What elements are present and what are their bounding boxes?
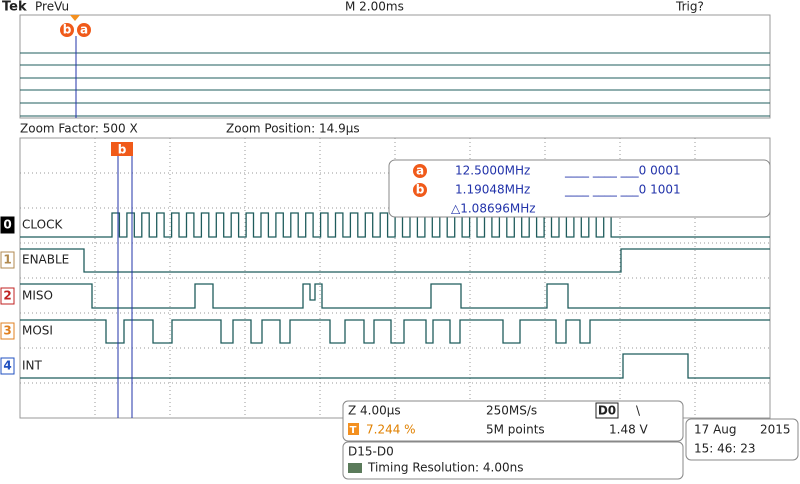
trigger-icon: T [350,425,357,436]
trigger-level: 1.48 V [609,423,649,437]
bus-icon [348,463,362,473]
channel-number: 4 [3,359,11,373]
channel-badge [0,357,15,375]
timing-resolution: Timing Resolution: 4.00ns [367,461,524,475]
mode: PreVu [35,0,69,14]
readout-a-value: 12.5000MHz [455,164,530,178]
cursor-tab [111,142,133,156]
readout-a-bits: ____ ____ ___0 0001 [564,164,681,178]
overview-frame [19,14,771,119]
channel-number: 3 [3,324,11,338]
bus-name: D15-D0 [348,445,394,459]
trigger-source: D0 [598,404,616,418]
channel-badge [0,216,15,234]
channel-labels: 0 CLOCK 1 ENABLE 2 MISO 3 MOSI 4 INT [0,216,69,375]
brand: Tek [2,0,27,15]
channel-badge [0,251,15,269]
cursor-b-tab: b [118,143,127,157]
channel-badge [0,287,15,305]
mosi-trace [20,319,770,344]
trigger-icon-box [348,423,359,435]
trigger-state: Trig? [675,0,704,14]
readout-b-value: 1.19048MHz [455,183,530,197]
cursor-a-label: a [80,23,88,37]
readout-b-label: b [416,183,425,197]
int-trace [20,353,770,379]
date: 17 Aug [694,423,737,437]
readout-b-bits: ____ ____ ___0 1001 [564,183,681,197]
date-box [685,418,799,461]
channel-number: 1 [3,253,11,267]
channel-name: ENABLE [22,253,69,267]
enable-trace [20,248,770,273]
miso-trace [20,283,770,309]
source-box [595,402,619,419]
zoom-time: Z 4.00µs [348,404,401,418]
trigger-marker [70,15,80,21]
channel-badge [0,322,15,340]
trigger-position: 7.244 % [366,423,416,437]
zoom-factor: Zoom Factor: 500 X [20,122,138,136]
zoom-position: Zoom Position: 14.9µs [226,122,360,136]
readout-a-label: a [416,164,424,178]
channel-number: 0 [3,218,11,232]
channel-name: MISO [22,289,53,303]
cursor-badge [413,183,427,197]
readout-box [388,159,771,218]
timebase: M 2.00ms [345,0,404,14]
time: 15: 46: 23 [694,442,756,456]
channel-number: 2 [3,289,11,303]
year: 2015 [760,423,791,437]
channel-name: INT [22,359,43,373]
overview-traces [20,52,770,117]
sample-rate: 250MS/s [486,404,537,418]
bus-box [342,441,684,480]
channel-name: MOSI [22,324,53,338]
cursor-b-label: b [63,23,72,37]
readout-delta: △1.08696MHz [451,202,536,216]
channel-name: CLOCK [22,218,63,232]
cursor-badge [77,23,91,37]
cursor-badge [413,164,427,178]
trigger-slope: \ [636,404,641,418]
record-length: 5M points [486,423,545,437]
cursor-badge [60,23,74,37]
